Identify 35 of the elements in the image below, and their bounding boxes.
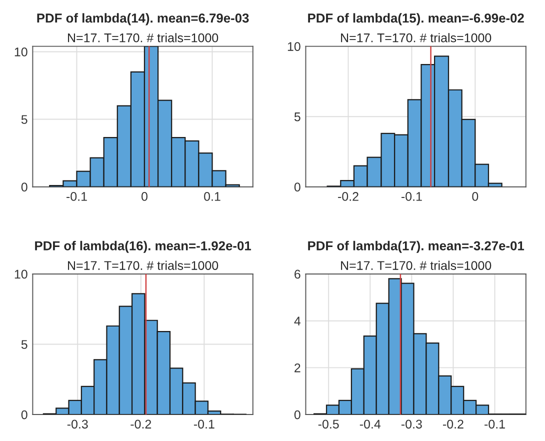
x-tick-label: -0.2 bbox=[130, 420, 152, 429]
x-tick-label: -0.2 bbox=[443, 420, 464, 429]
y-tick-label: 0 bbox=[21, 410, 28, 420]
y-tick-label: 2 bbox=[294, 363, 300, 372]
x-tick-label: -0.1 bbox=[194, 420, 214, 429]
chart-subtitle: N=17. T=170. # trials=1000 bbox=[68, 260, 218, 270]
y-tick-label: 10 bbox=[14, 270, 28, 279]
x-tick-label: -0.5 bbox=[318, 420, 339, 429]
chart-title: PDF of lambda(14). mean=6.79e-03 bbox=[37, 13, 249, 26]
x-tick-label: 0 bbox=[472, 192, 478, 201]
y-tick-label: 5 bbox=[294, 112, 300, 122]
x-tick-label: -0.3 bbox=[67, 420, 88, 429]
chart-subtitle: N=17. T=170. # trials=1000 bbox=[341, 260, 492, 270]
y-tick-label: 6 bbox=[294, 270, 300, 279]
x-tick-label: 0 bbox=[142, 192, 148, 201]
x-tick-label: -0.3 bbox=[401, 420, 422, 429]
x-tick-label: 0.1 bbox=[204, 192, 220, 201]
chart-title: PDF of lambda(17). mean=-3.27e-01 bbox=[308, 240, 524, 253]
x-tick-label: -0.1 bbox=[66, 192, 87, 201]
y-tick-label: 4 bbox=[294, 316, 301, 326]
y-tick-label: 0 bbox=[294, 182, 300, 192]
y-tick-label: 10 bbox=[288, 42, 300, 51]
y-tick-label: 5 bbox=[21, 115, 28, 124]
x-tick-label: -0.1 bbox=[401, 192, 422, 201]
chart-subtitle: N=17. T=170. # trials=1000 bbox=[341, 33, 492, 42]
chart-title: PDF of lambda(15). mean=-6.99e-02 bbox=[308, 13, 524, 26]
y-tick-label: 0 bbox=[294, 410, 300, 420]
x-tick-label: -0.1 bbox=[484, 420, 505, 429]
y-tick-label: 0 bbox=[21, 182, 28, 192]
y-tick-label: 5 bbox=[21, 340, 28, 349]
x-tick-label: -0.4 bbox=[360, 420, 381, 429]
chart-title: PDF of lambda(16). mean=-1.92e-01 bbox=[35, 240, 252, 253]
y-tick-label: 10 bbox=[14, 48, 28, 56]
chart-subtitle: N=17. T=170. # trials=1000 bbox=[68, 33, 218, 42]
x-tick-label: -0.2 bbox=[338, 192, 358, 201]
